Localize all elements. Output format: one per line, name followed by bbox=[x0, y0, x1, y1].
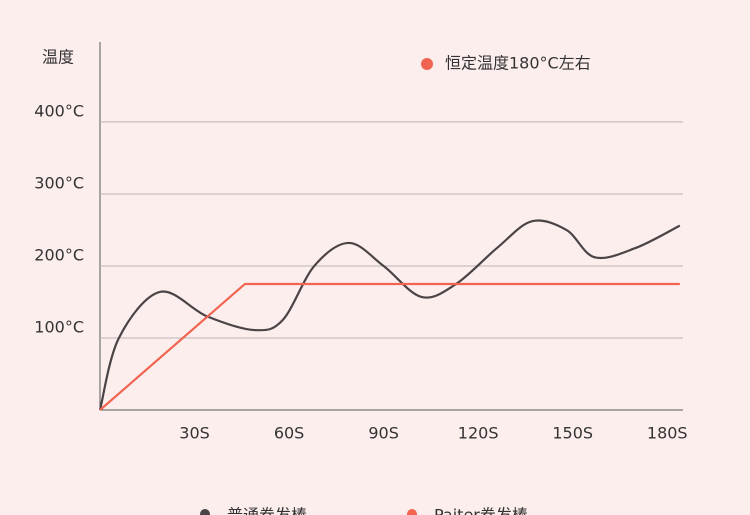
x-tick-label: 120S bbox=[458, 424, 499, 443]
x-tick-label: 60S bbox=[274, 424, 305, 443]
y-tick-label: 400°C bbox=[34, 101, 84, 120]
x-tick-label: 150S bbox=[552, 424, 593, 443]
line-series bbox=[98, 219, 681, 411]
x-tick-label: 180S bbox=[647, 424, 688, 443]
y-tick-label: 300°C bbox=[34, 173, 84, 192]
legend-label: Paiter卷发棒 bbox=[434, 506, 528, 515]
legend-dot bbox=[200, 509, 210, 515]
annotation: 恒定温度180°C左右 bbox=[445, 54, 591, 73]
legend-dot bbox=[407, 509, 417, 515]
legend-label: 普通卷发棒 bbox=[227, 506, 307, 515]
annotation-dot bbox=[421, 58, 433, 70]
y-tick-label: 100°C bbox=[34, 317, 84, 336]
x-tick-label: 30S bbox=[179, 424, 210, 443]
y-axis-label: 温度 bbox=[42, 48, 74, 67]
y-tick-label: 200°C bbox=[34, 245, 84, 264]
x-tick-label: 90S bbox=[368, 424, 399, 443]
line-series bbox=[99, 282, 680, 411]
